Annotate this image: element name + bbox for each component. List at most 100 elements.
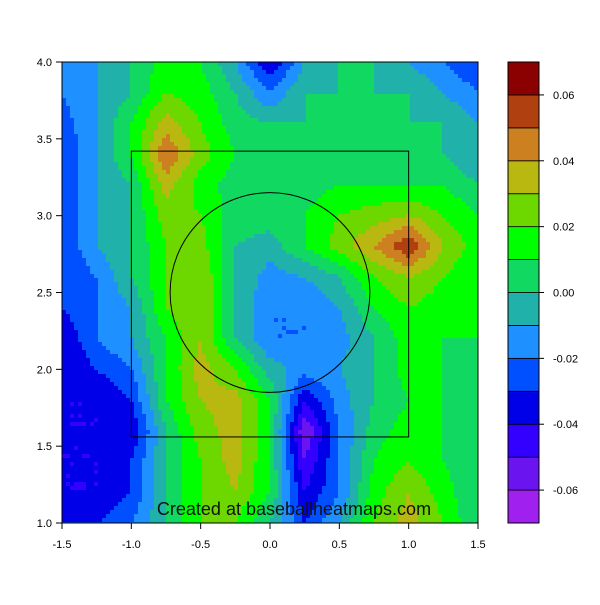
contour-cell (250, 242, 255, 247)
contour-cell (198, 114, 203, 119)
contour-cell (110, 74, 115, 79)
contour-cell (258, 206, 263, 211)
contour-cell (390, 86, 395, 91)
contour-cell (350, 142, 355, 147)
contour-cell (246, 170, 251, 175)
contour-cell (378, 174, 383, 179)
contour-cell (134, 162, 139, 167)
contour-cell (82, 78, 87, 83)
contour-cell (470, 90, 475, 95)
contour-cell (290, 222, 295, 227)
contour-cell (230, 190, 235, 195)
contour-cell (326, 202, 331, 207)
contour-cell (246, 206, 251, 211)
contour-cell (418, 94, 423, 99)
contour-cell (298, 214, 303, 219)
contour-cell (190, 230, 195, 235)
contour-cell (438, 70, 443, 75)
contour-cell (138, 74, 143, 79)
contour-cell (470, 162, 475, 167)
contour-cell (158, 86, 163, 91)
contour-cell (470, 118, 475, 123)
contour-cell (350, 98, 355, 103)
contour-cell (214, 246, 219, 251)
contour-cell (354, 234, 359, 239)
contour-cell (102, 238, 107, 243)
contour-cell (426, 230, 431, 235)
contour-cell (470, 222, 475, 227)
contour-cell (114, 66, 119, 71)
contour-cell (394, 110, 399, 115)
contour-cell (106, 122, 111, 127)
contour-cell (278, 238, 283, 243)
contour-cell (298, 182, 303, 187)
contour-cell (146, 146, 151, 151)
contour-cell (230, 62, 235, 67)
contour-cell (446, 250, 451, 255)
contour-cell (294, 226, 299, 231)
contour-cell (86, 182, 91, 187)
contour-cell (438, 134, 443, 139)
contour-cell (474, 122, 479, 127)
contour-cell (418, 206, 423, 211)
contour-cell (214, 134, 219, 139)
contour-cell (382, 134, 387, 139)
contour-cell (290, 134, 295, 139)
contour-cell (110, 190, 115, 195)
contour-cell (418, 202, 423, 207)
contour-cell (442, 222, 447, 227)
contour-cell (146, 98, 151, 103)
contour-cell (450, 226, 455, 231)
contour-cell (434, 114, 439, 119)
contour-cell (246, 234, 251, 239)
contour-cell (474, 246, 479, 251)
contour-cell (314, 154, 319, 159)
contour-cell (78, 222, 83, 227)
contour-cell (126, 182, 131, 187)
contour-cell (198, 130, 203, 135)
contour-cell (450, 150, 455, 155)
contour-cell (278, 114, 283, 119)
contour-cell (66, 78, 71, 83)
contour-cell (434, 66, 439, 71)
contour-cell (210, 70, 215, 75)
contour-cell (390, 170, 395, 175)
contour-cell (234, 194, 239, 199)
contour-cell (282, 118, 287, 123)
contour-cell (214, 78, 219, 83)
contour-cell (366, 142, 371, 147)
contour-cell (182, 98, 187, 103)
contour-cell (270, 202, 275, 207)
contour-cell (326, 102, 331, 107)
contour-cell (114, 174, 119, 179)
contour-cell (410, 86, 415, 91)
contour-cell (402, 102, 407, 107)
contour-cell (426, 94, 431, 99)
contour-cell (350, 222, 355, 227)
contour-cell (150, 110, 155, 115)
contour-cell (194, 218, 199, 223)
contour-cell (462, 190, 467, 195)
contour-cell (354, 126, 359, 131)
contour-cell (218, 242, 223, 247)
contour-cell (74, 190, 79, 195)
contour-cell (430, 166, 435, 171)
contour-cell (358, 194, 363, 199)
contour-cell (274, 250, 279, 255)
contour-cell (366, 186, 371, 191)
contour-cell (438, 214, 443, 219)
contour-cell (166, 174, 171, 179)
contour-cell (394, 134, 399, 139)
contour-cell (270, 78, 275, 83)
contour-cell (386, 166, 391, 171)
contour-cell (150, 250, 155, 255)
contour-cell (62, 106, 67, 111)
contour-cell (334, 102, 339, 107)
contour-cell (342, 62, 347, 67)
contour-cell (214, 226, 219, 231)
contour-cell (142, 174, 147, 179)
contour-cell (266, 246, 271, 251)
contour-cell (410, 78, 415, 83)
contour-cell (114, 78, 119, 83)
contour-cell (314, 94, 319, 99)
